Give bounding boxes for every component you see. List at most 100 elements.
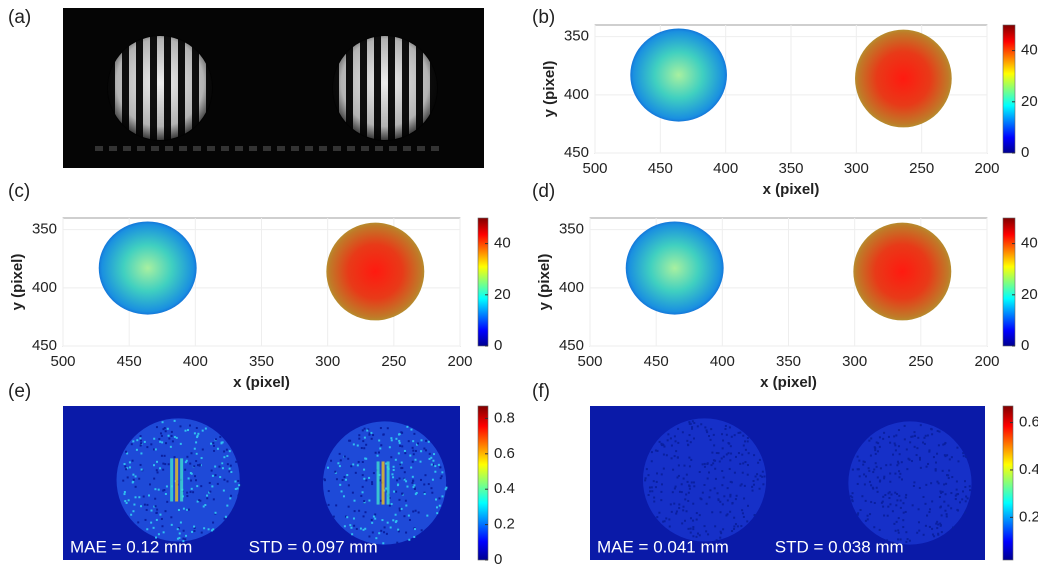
noise (186, 455, 189, 458)
noise (142, 495, 145, 498)
noise (413, 484, 416, 487)
noise (705, 502, 708, 505)
noise (752, 483, 755, 486)
noise (964, 511, 967, 514)
noise (343, 525, 346, 528)
colorbar-tick-label: 0.4 (494, 480, 515, 497)
noise (123, 491, 126, 494)
noise (695, 518, 698, 521)
reflection (95, 146, 103, 151)
reflection (305, 146, 313, 151)
noise (886, 539, 889, 542)
noise (908, 458, 911, 461)
noise (882, 505, 885, 508)
noise (894, 491, 897, 494)
noise (203, 527, 206, 530)
noise (943, 443, 946, 446)
noise (662, 467, 665, 470)
noise (737, 452, 740, 455)
stripe (376, 461, 380, 505)
noise (656, 516, 659, 519)
noise (155, 511, 158, 514)
noise (431, 491, 434, 494)
colorbar-tick-label: 40 (1021, 235, 1038, 252)
noise (385, 532, 388, 535)
noise (226, 504, 229, 507)
noise (173, 419, 176, 422)
stripe (386, 461, 390, 505)
noise (954, 494, 957, 497)
reflection (235, 146, 243, 151)
noise (164, 510, 167, 513)
noise (717, 498, 720, 501)
noise (731, 502, 734, 505)
noise (939, 522, 942, 525)
reflection (249, 146, 257, 151)
noise (427, 440, 430, 443)
noise (930, 427, 933, 430)
noise (753, 514, 756, 517)
noise (365, 457, 368, 460)
noise (403, 471, 406, 474)
noise (154, 488, 157, 491)
noise (886, 514, 889, 517)
noise (426, 514, 429, 517)
noise (371, 531, 374, 534)
noise (130, 513, 133, 516)
noise (905, 493, 908, 496)
noise (392, 465, 395, 468)
noise (420, 439, 423, 442)
noise (648, 486, 651, 489)
noise (931, 533, 934, 536)
noise (407, 514, 410, 517)
noise (952, 526, 955, 529)
noise (186, 508, 189, 511)
noise (191, 530, 194, 533)
noise (904, 496, 907, 499)
noise (153, 437, 156, 440)
noise (677, 474, 680, 477)
noise (858, 475, 861, 478)
noise (763, 475, 766, 478)
noise (876, 490, 879, 493)
noise (688, 456, 691, 459)
noise (412, 440, 415, 443)
noise (199, 499, 202, 502)
noise (154, 497, 157, 500)
noise (707, 533, 710, 536)
noise (754, 475, 757, 478)
noise (933, 535, 936, 538)
noise (726, 513, 729, 516)
noise (688, 465, 691, 468)
reflection (319, 146, 327, 151)
noise (195, 441, 198, 444)
noise (132, 440, 135, 443)
noise (703, 525, 706, 528)
noise (925, 465, 928, 468)
noise (689, 527, 692, 530)
reflection (179, 146, 187, 151)
noise (210, 469, 213, 472)
y-tick-label: 400 (32, 279, 57, 296)
reflection (375, 146, 383, 151)
noise (149, 483, 152, 486)
noise (413, 535, 416, 538)
noise (415, 443, 418, 446)
noise (394, 521, 397, 524)
noise (962, 455, 965, 458)
noise (228, 450, 231, 453)
noise (893, 522, 896, 525)
noise (161, 421, 164, 424)
noise (127, 499, 130, 502)
panel-label: (d) (532, 181, 555, 202)
x-tick-label: 450 (648, 160, 673, 177)
noise (747, 504, 750, 507)
noise (894, 449, 897, 452)
noise (921, 441, 924, 444)
colorbar-tick-label: 0 (494, 551, 502, 566)
noise (171, 440, 174, 443)
noise (863, 473, 866, 476)
noise (919, 424, 922, 427)
reflection (193, 146, 201, 151)
noise (723, 495, 726, 498)
